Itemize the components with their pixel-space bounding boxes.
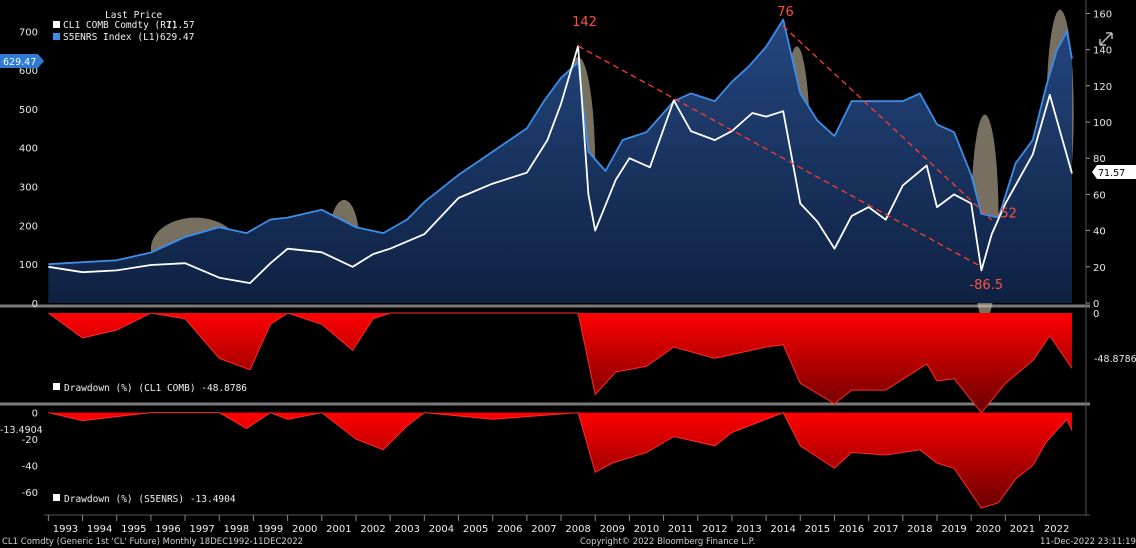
drawdown-area — [48, 412, 1072, 508]
y-left-tick: 200 — [19, 221, 38, 232]
year-axis: 1993 1994 1995 1996 1997 1998 1999 2000 2001 2002… — [47, 515, 1069, 535]
year-label: 2011 — [668, 524, 693, 535]
y-left-tick: 500 — [19, 105, 38, 116]
year-label: 2005 — [463, 524, 488, 535]
year-label: 1999 — [258, 524, 283, 535]
footer-left: CL1 Comdty (Generic 1st 'CL' Future) Mon… — [2, 537, 304, 547]
footer-right: 11-Dec-2022 23:11:19 — [1040, 537, 1136, 547]
year-label: 2007 — [531, 524, 556, 535]
legend-header: Last Price — [105, 10, 162, 21]
trendline — [782, 25, 993, 221]
year-label: 2021 — [1010, 524, 1035, 535]
resize-icon[interactable] — [1099, 32, 1113, 46]
year-label: 1998 — [224, 524, 249, 535]
year-label: 2003 — [395, 524, 420, 535]
dd-tick: 0 — [1093, 309, 1099, 320]
dd1-legend-label: Drawdown (%) (CL1 COMB) -48.8786 — [64, 383, 247, 394]
drawdown-panel-s5enrs: 0 -20 -40 -60 — [22, 409, 1073, 509]
peak-label: -52 — [996, 207, 1017, 222]
badge-left-main: 629.47 — [0, 54, 44, 68]
year-label: 2015 — [805, 524, 830, 535]
year-label: 2006 — [497, 524, 522, 535]
y-left-tick: 100 — [19, 260, 38, 271]
y-left-tick: 700 — [19, 27, 38, 38]
year-label: 1993 — [53, 524, 78, 535]
legend-value-s5enrs: 629.47 — [160, 32, 194, 43]
year-label: 2008 — [565, 524, 590, 535]
y-right-tick: 160 — [1093, 9, 1112, 20]
peak-label: -86.5 — [969, 278, 1003, 293]
peak-label: 142 — [572, 15, 597, 30]
footer-center: Copyright© 2022 Bloomberg Finance L.P. — [580, 537, 756, 547]
year-label: 2013 — [736, 524, 761, 535]
trendline — [577, 45, 982, 268]
main-series — [48, 18, 1073, 303]
dd-tick: -20 — [22, 435, 38, 446]
year-label: 2001 — [326, 524, 351, 535]
badge-right-dd1: -48.8786 — [1094, 354, 1136, 365]
year-label: 2018 — [907, 524, 932, 535]
legend-swatch-cl1 — [53, 21, 60, 28]
svg-text:-48.8786: -48.8786 — [1094, 354, 1136, 365]
y-right-tick: 120 — [1093, 82, 1112, 93]
y-left-tick: 0 — [32, 299, 38, 310]
badge-right-main: 71.57 — [1092, 165, 1136, 179]
year-label: 2000 — [292, 524, 317, 535]
year-label: 2010 — [634, 524, 659, 535]
year-label: 2016 — [839, 524, 864, 535]
y-right-tick: 80 — [1093, 154, 1106, 165]
year-label: 2012 — [702, 524, 727, 535]
svg-text:629.47: 629.47 — [3, 57, 36, 68]
dd2-legend-label: Drawdown (%) (S5ENRS) -13.4904 — [64, 494, 236, 505]
year-label: 2009 — [600, 524, 625, 535]
year-label: 1995 — [121, 524, 146, 535]
year-label: 2004 — [429, 524, 454, 535]
dd1-legend[interactable]: Drawdown (%) (CL1 COMB) -48.8786 — [50, 380, 247, 394]
y-left-tick: 600 — [19, 66, 38, 77]
dd2-legend[interactable]: Drawdown (%) (S5ENRS) -13.4904 — [50, 491, 236, 505]
y-right-tick: 60 — [1093, 190, 1106, 201]
year-label: 1997 — [189, 524, 214, 535]
axis-ticks: 0 100 200 300 400 500 600 700 0 20 40 60 80 100 120 140… — [19, 9, 1112, 310]
y-right-tick: 100 — [1093, 118, 1112, 129]
dd-tick: 0 — [32, 409, 38, 420]
y-right-tick: 0 — [1093, 299, 1099, 310]
year-label: 1994 — [87, 524, 112, 535]
peak-annotations: 142 76 -86.5 -52 — [572, 5, 1017, 293]
legend-value-cl1: 71.57 — [166, 20, 195, 31]
drawdown-panel-cl1: 0 — [48, 309, 1099, 414]
legend-swatch-s5enrs — [53, 33, 60, 40]
y-left-tick: 400 — [19, 144, 38, 155]
svg-text:71.57: 71.57 — [1098, 168, 1125, 179]
dd-tick: -40 — [22, 462, 38, 473]
svg-text:-13.4904: -13.4904 — [0, 425, 43, 436]
area-s5enrs — [48, 19, 1072, 303]
year-label: 2014 — [770, 524, 795, 535]
badge-left-dd2: -13.4904 — [0, 425, 43, 436]
drawdown-area — [48, 313, 1072, 413]
drawdown-line — [48, 411, 1073, 509]
year-label: 1996 — [155, 524, 180, 535]
legend-label-s5enrs: S5ENRS Index (L1) — [63, 32, 160, 43]
line-cl1 — [48, 45, 1073, 284]
y-left-tick: 300 — [19, 183, 38, 194]
y-right-tick: 40 — [1093, 227, 1106, 238]
year-label: 2020 — [976, 524, 1001, 535]
year-label: 2017 — [873, 524, 898, 535]
y-right-tick: 20 — [1093, 263, 1106, 274]
year-label: 2002 — [360, 524, 385, 535]
year-label: 2019 — [941, 524, 966, 535]
drawdown-line — [48, 312, 1073, 414]
peak-label: 76 — [777, 5, 794, 20]
year-label: 2022 — [1044, 524, 1069, 535]
legend-label-cl1: CL1 COMB Comdty (R1) — [63, 20, 177, 31]
main-legend[interactable]: Last Price CL1 COMB Comdty (R1) 71.57 S5… — [50, 8, 195, 45]
y-right-tick: 140 — [1093, 46, 1112, 57]
trendlines — [577, 25, 993, 268]
dd-tick: -60 — [22, 488, 38, 499]
